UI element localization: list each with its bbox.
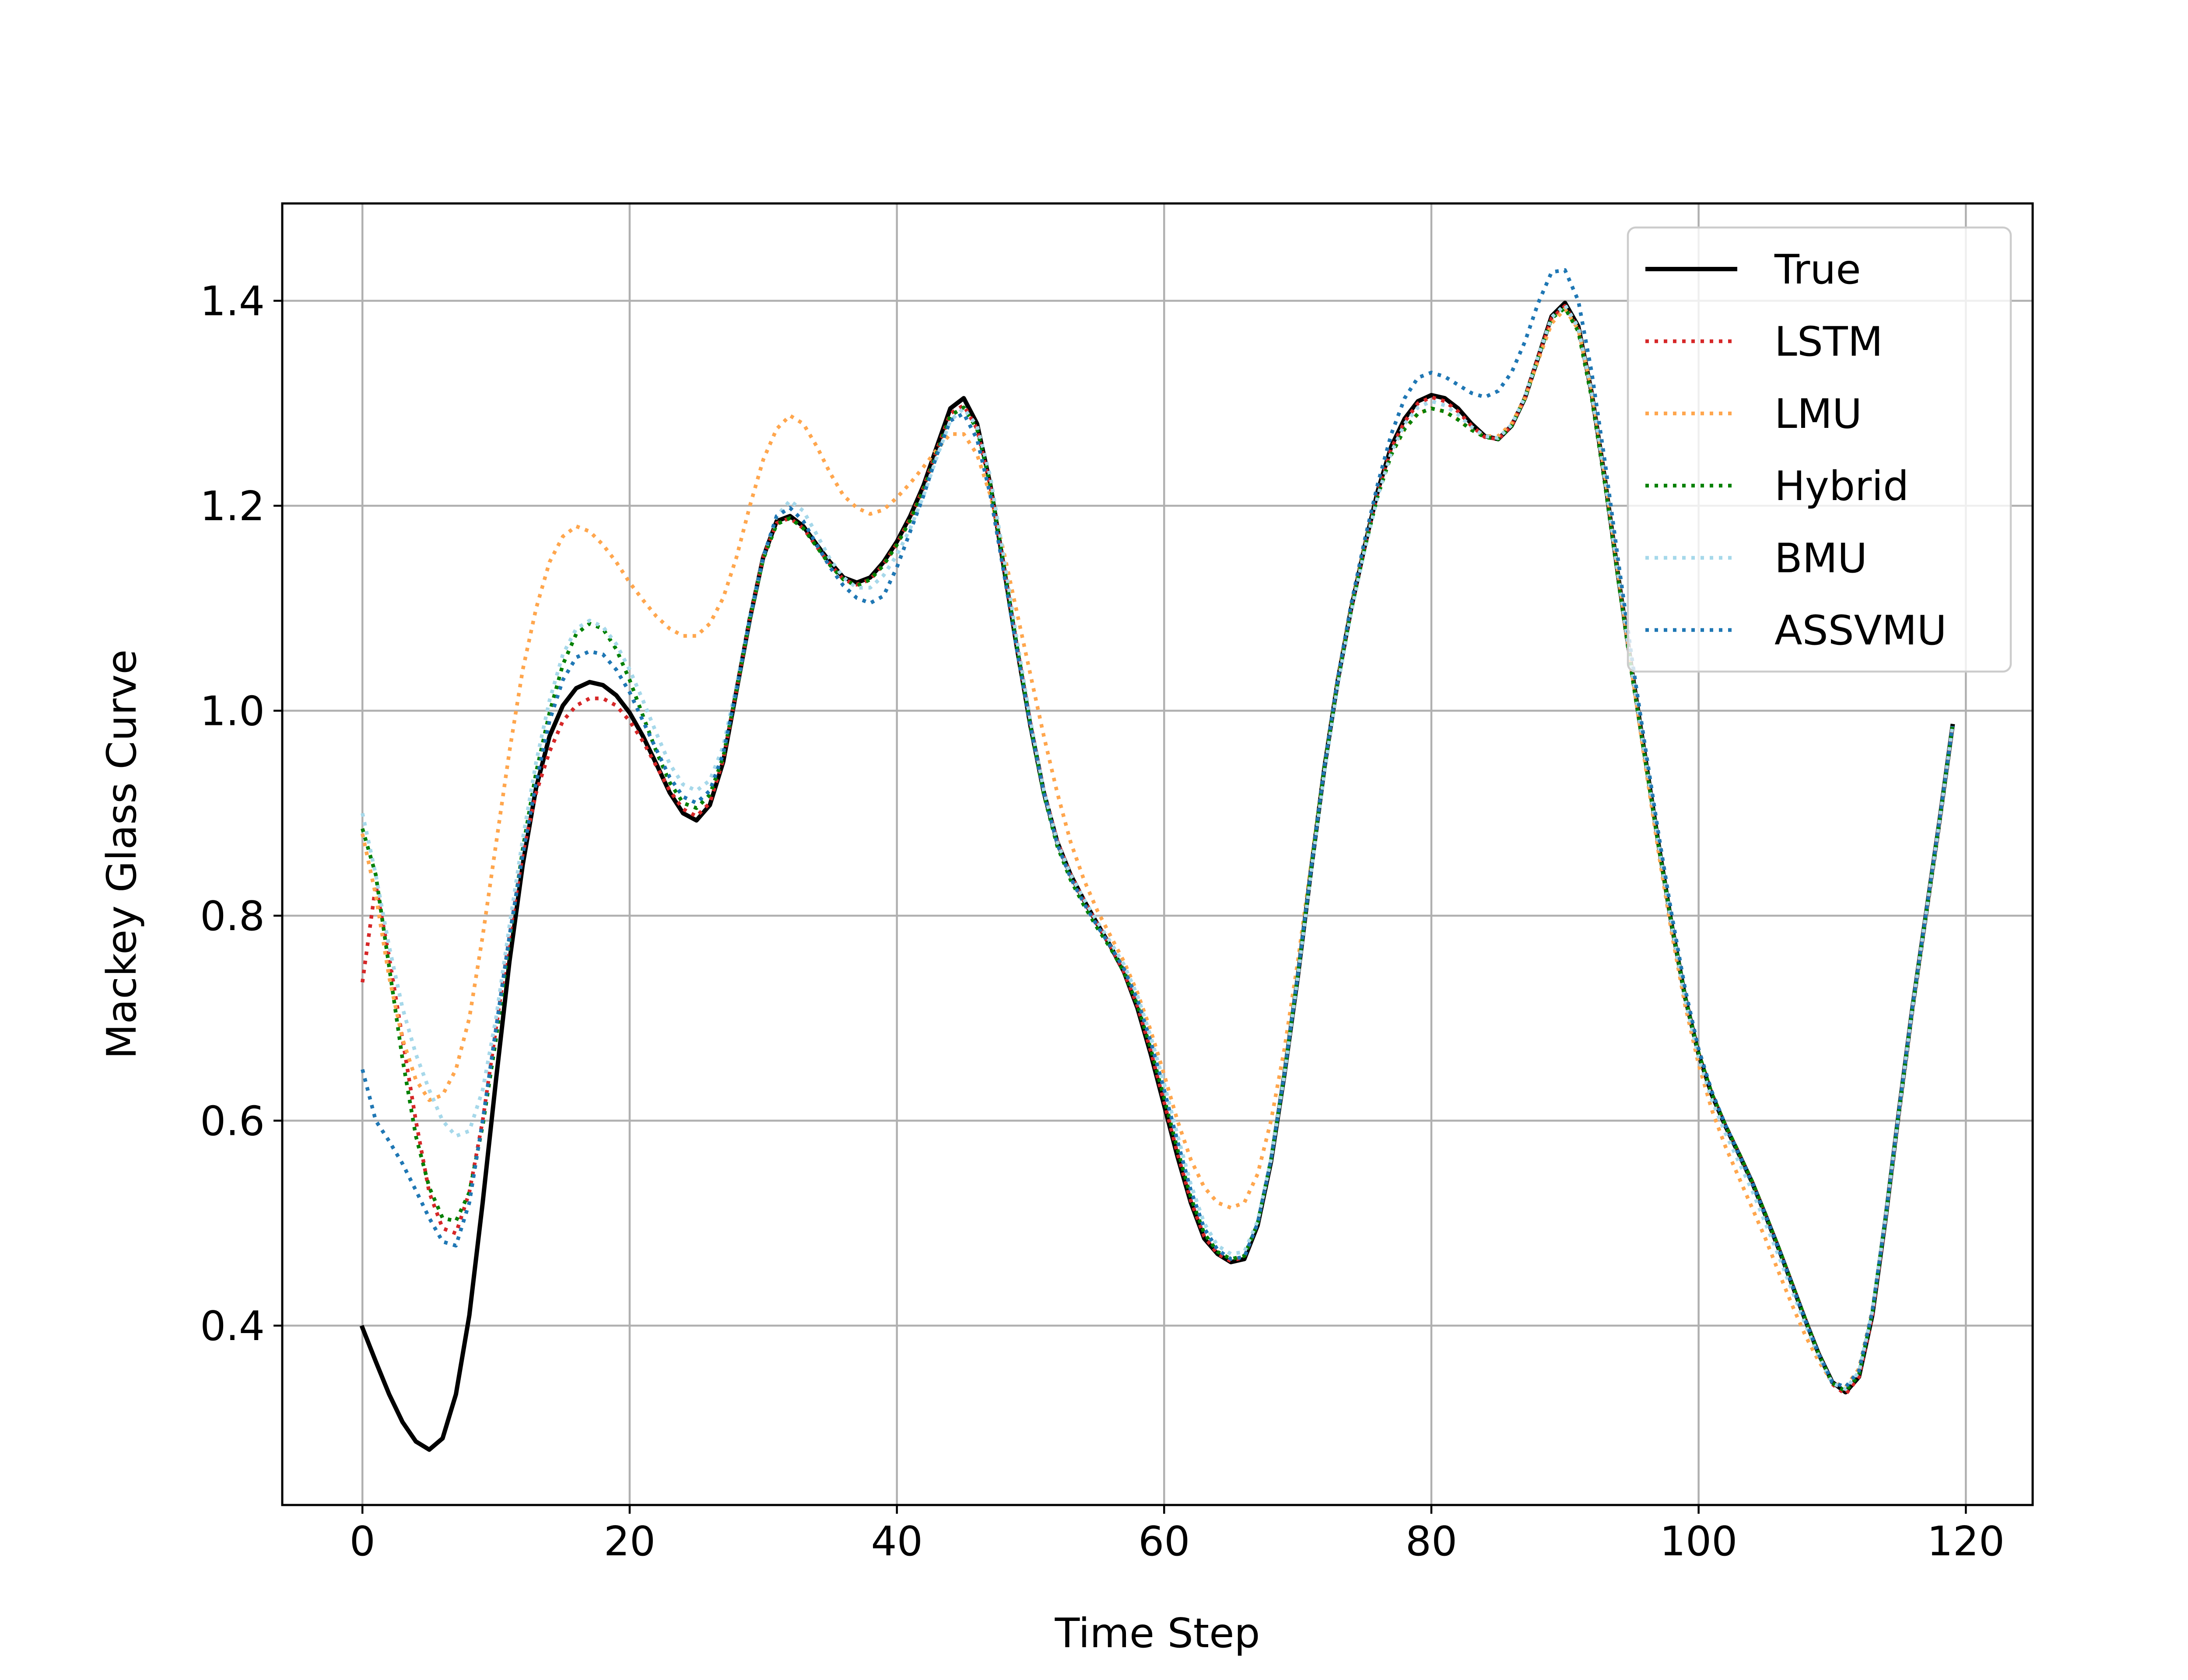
legend-label: True [1774, 246, 1861, 293]
x-tick-label: 20 [604, 1518, 656, 1565]
x-tick-label: 40 [871, 1518, 922, 1565]
series-layer [359, 268, 1955, 1452]
legend-box [1627, 226, 2012, 673]
series-line-lmu [361, 307, 1955, 1389]
x-axis-label: Time Step [1055, 1610, 1260, 1657]
y-axis-label: Mackey Glass Curve [98, 649, 145, 1059]
legend-label: ASSVMU [1774, 607, 1947, 654]
legend: True LSTM LMU Hybrid BMU ASSVMU [1627, 226, 2012, 673]
y-axis: 0.4 0.6 0.8 1.0 1.2 1.4 [200, 278, 282, 1350]
y-tick-label: 0.6 [200, 1098, 265, 1145]
x-tick-label: 0 [350, 1518, 375, 1565]
x-tick-label: 80 [1406, 1518, 1457, 1565]
y-tick-label: 1.2 [200, 483, 265, 530]
y-tick-label: 1.4 [200, 278, 265, 325]
legend-label: LMU [1774, 390, 1862, 438]
y-tick-label: 0.4 [200, 1302, 265, 1350]
series-line-assvmu [361, 268, 1955, 1389]
series-line-lstm [360, 304, 1955, 1396]
x-axis: 0 20 40 60 80 100 120 [350, 1505, 2005, 1565]
legend-label: Hybrid [1774, 462, 1909, 510]
x-tick-label: 120 [1927, 1518, 2005, 1565]
x-tick-label: 60 [1138, 1518, 1190, 1565]
series-line-bmu [361, 303, 1955, 1391]
legend-label: LSTM [1774, 318, 1883, 365]
plot-frame [281, 202, 2034, 1506]
x-tick-label: 100 [1660, 1518, 1738, 1565]
y-tick-label: 0.8 [200, 892, 265, 940]
y-tick-label: 1.0 [200, 688, 265, 735]
legend-label: BMU [1774, 535, 1867, 582]
